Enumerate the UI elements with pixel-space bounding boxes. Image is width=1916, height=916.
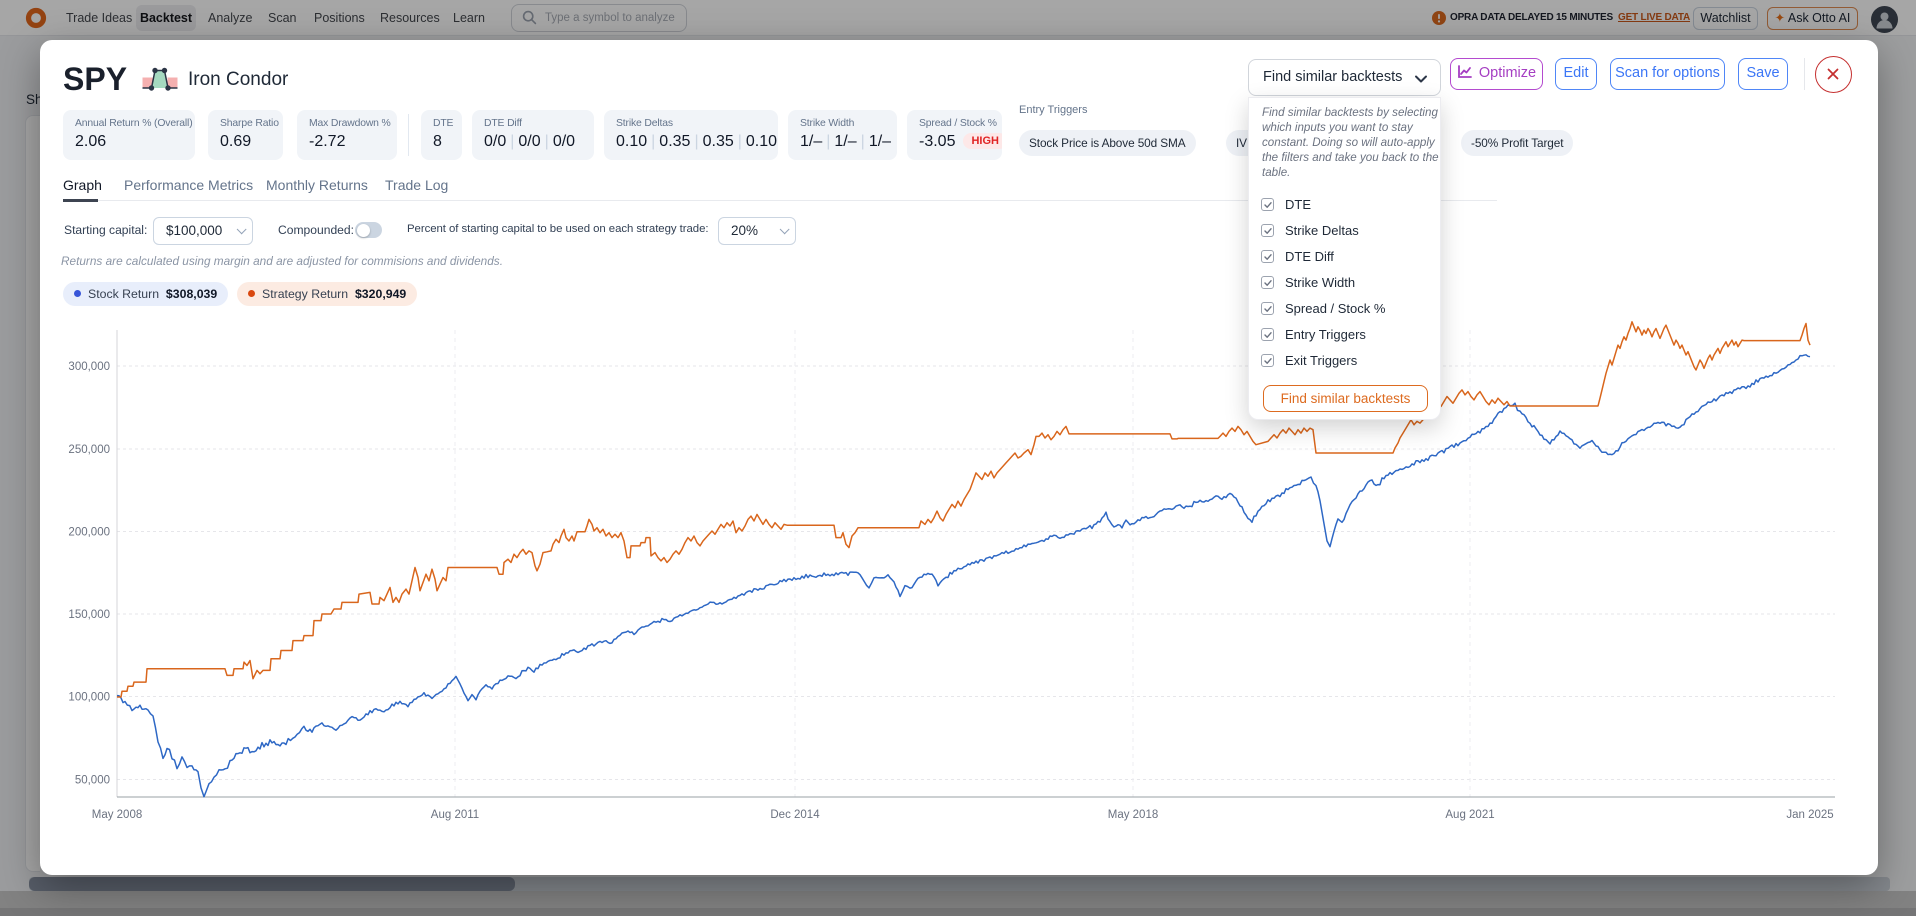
- svg-text:250,000: 250,000: [68, 444, 110, 456]
- svg-text:Dec 2014: Dec 2014: [770, 809, 820, 821]
- svg-text:50,000: 50,000: [75, 775, 110, 787]
- svg-text:May 2008: May 2008: [92, 809, 143, 821]
- svg-text:Aug 2011: Aug 2011: [431, 809, 479, 821]
- svg-text:100,000: 100,000: [68, 692, 110, 704]
- svg-text:150,000: 150,000: [68, 609, 110, 621]
- svg-text:300,000: 300,000: [68, 361, 110, 373]
- svg-text:May 2018: May 2018: [1108, 809, 1159, 821]
- svg-text:Jan 2025: Jan 2025: [1786, 809, 1833, 821]
- svg-text:Aug 2021: Aug 2021: [1445, 809, 1494, 821]
- svg-text:200,000: 200,000: [68, 527, 110, 539]
